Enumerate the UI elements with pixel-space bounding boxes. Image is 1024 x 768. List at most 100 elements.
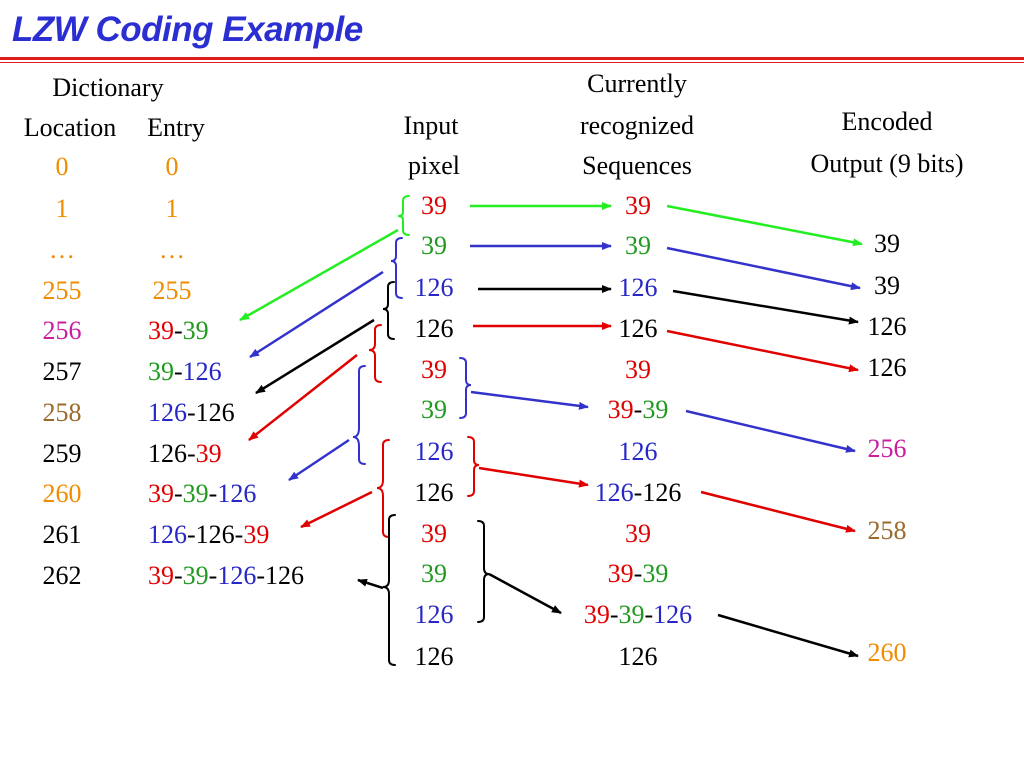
input-pixel-segment: 126 <box>415 273 454 302</box>
sequence-item-segment: 126 <box>619 273 658 302</box>
dictionary-location: 260 <box>43 479 82 508</box>
sequence-item-segment: - <box>634 559 643 588</box>
input-pixel: 126 <box>415 273 454 302</box>
sequence-item-segment: 126 <box>595 478 634 507</box>
dictionary-entry-segment: 0 <box>166 152 179 181</box>
sequence-item-segment: 126 <box>619 437 658 466</box>
brace-right-red <box>467 436 480 497</box>
arrow-seq-out-1 <box>666 204 863 247</box>
dictionary-entry: 39-39 <box>148 316 209 345</box>
input-pixel: 126 <box>415 642 454 671</box>
arrow-to-259 <box>248 354 358 441</box>
header-location: Location <box>24 113 116 142</box>
brace-black <box>382 281 395 340</box>
sequence-item-segment: 39 <box>625 519 651 548</box>
input-pixel: 126 <box>415 437 454 466</box>
sequence-item-segment: - <box>610 600 619 629</box>
dictionary-location: 259 <box>43 439 82 468</box>
arrow-brace-seq-8 <box>478 466 589 488</box>
sequence-item: 39 <box>625 231 651 260</box>
dictionary-entry-segment: - <box>174 357 183 386</box>
input-pixel-segment: 126 <box>415 642 454 671</box>
dictionary-location-segment: 0 <box>56 152 69 181</box>
sequence-item-segment: 39 <box>642 395 668 424</box>
brace-red <box>368 324 382 383</box>
input-pixel: 39 <box>421 519 447 548</box>
header-encoded-line1: Encoded <box>842 107 933 136</box>
dictionary-entry: 39-126 <box>148 357 222 386</box>
input-pixel: 39 <box>421 355 447 384</box>
page-title: LZW Coding Example <box>12 10 363 49</box>
arrow-brace-seq-11 <box>488 572 562 615</box>
dictionary-location-segment: 261 <box>43 520 82 549</box>
dictionary-location-segment: 1 <box>56 194 69 223</box>
dictionary-entry-segment: 126 <box>148 520 187 549</box>
input-pixel-segment: 39 <box>421 395 447 424</box>
dictionary-entry-segment: 1 <box>166 194 179 223</box>
dictionary-entry-segment: 39 <box>183 561 209 590</box>
arrow-to-262 <box>357 578 384 590</box>
input-pixel-column: 39 39 126 126 39 39 126 126 39 39 126 126 <box>415 191 454 671</box>
sequence-item: 39-39-126 <box>584 600 692 629</box>
brace-blue <box>390 237 403 299</box>
dictionary-location-segment: 257 <box>43 357 82 386</box>
encoded-output: 260 <box>868 638 907 667</box>
encoded-output: 126 <box>868 312 907 341</box>
input-pixel: 39 <box>421 559 447 588</box>
input-pixel-segment: 39 <box>421 355 447 384</box>
input-pixel: 39 <box>421 395 447 424</box>
arrow-to-261 <box>300 490 373 529</box>
dictionary-location: … <box>49 235 75 264</box>
encoded-output-segment: 39 <box>874 229 900 258</box>
input-pixel: 126 <box>415 600 454 629</box>
dictionary-location: 258 <box>43 398 82 427</box>
dictionary-location-segment: 262 <box>43 561 82 590</box>
dictionary-entry: 255 <box>153 276 192 305</box>
dictionary-entry: 126-126 <box>148 398 235 427</box>
dictionary-entry-segment: - <box>174 479 183 508</box>
sequence-item-segment: 39 <box>608 559 634 588</box>
dictionary-entry-segment: - <box>174 561 183 590</box>
dictionary-entry-segment: 39 <box>243 520 269 549</box>
brace-right-blue <box>459 357 472 419</box>
input-pixel-segment: 39 <box>421 231 447 260</box>
arrow-to-260 <box>288 438 350 482</box>
dictionary-entry-segment: 39 <box>148 479 174 508</box>
dictionary-entry: 39-39-126 <box>148 479 256 508</box>
encoded-output-segment: 126 <box>868 353 907 382</box>
dictionary-entry: 1 <box>166 194 179 223</box>
arrow-seq-out-2 <box>666 246 861 291</box>
dictionary-entry-segment: - <box>209 561 218 590</box>
header-encoded-line2: Output (9 bits) <box>810 149 963 178</box>
input-pixel-segment: 126 <box>415 478 454 507</box>
header-entry: Entry <box>147 113 205 142</box>
sequence-item-segment: - <box>634 395 643 424</box>
header-dictionary: Dictionary <box>52 73 163 102</box>
encoded-output-segment: 126 <box>868 312 907 341</box>
encoded-output: 126 <box>868 353 907 382</box>
dictionary-entry-segment: 126- <box>148 439 196 468</box>
brace-black-long <box>382 514 396 666</box>
dictionary-entry-column: 01…25539-3939-126126-126126-3939-39-1261… <box>148 152 304 590</box>
encoded-output-column: 39 39 126 126 256 258 260 <box>868 229 907 667</box>
dictionary-location-segment: 255 <box>43 276 82 305</box>
brace-red-long <box>376 439 390 538</box>
encoded-output-segment: 256 <box>868 434 907 463</box>
sequence-item-segment: 126 <box>619 642 658 671</box>
sequence-column: 39391261263939-39126126-1263939-3939-39-… <box>584 191 692 671</box>
encoded-output: 39 <box>874 271 900 300</box>
dictionary-entry-segment: 39 <box>183 479 209 508</box>
input-pixel: 39 <box>421 231 447 260</box>
input-pixel-segment: 126 <box>415 314 454 343</box>
dictionary-location: 261 <box>43 520 82 549</box>
sequence-item: 126 <box>619 273 658 302</box>
dictionary-entry: 126-39 <box>148 439 222 468</box>
sequence-item: 39-39 <box>608 395 669 424</box>
dictionary-entry-segment: 39 <box>196 439 222 468</box>
sequence-item-segment: - <box>645 600 654 629</box>
input-pixel-segment: 39 <box>421 191 447 220</box>
input-pixel: 39 <box>421 191 447 220</box>
brace-right-black <box>477 520 490 623</box>
arrow-to-257 <box>249 270 384 359</box>
encoded-output-segment: 258 <box>868 516 907 545</box>
